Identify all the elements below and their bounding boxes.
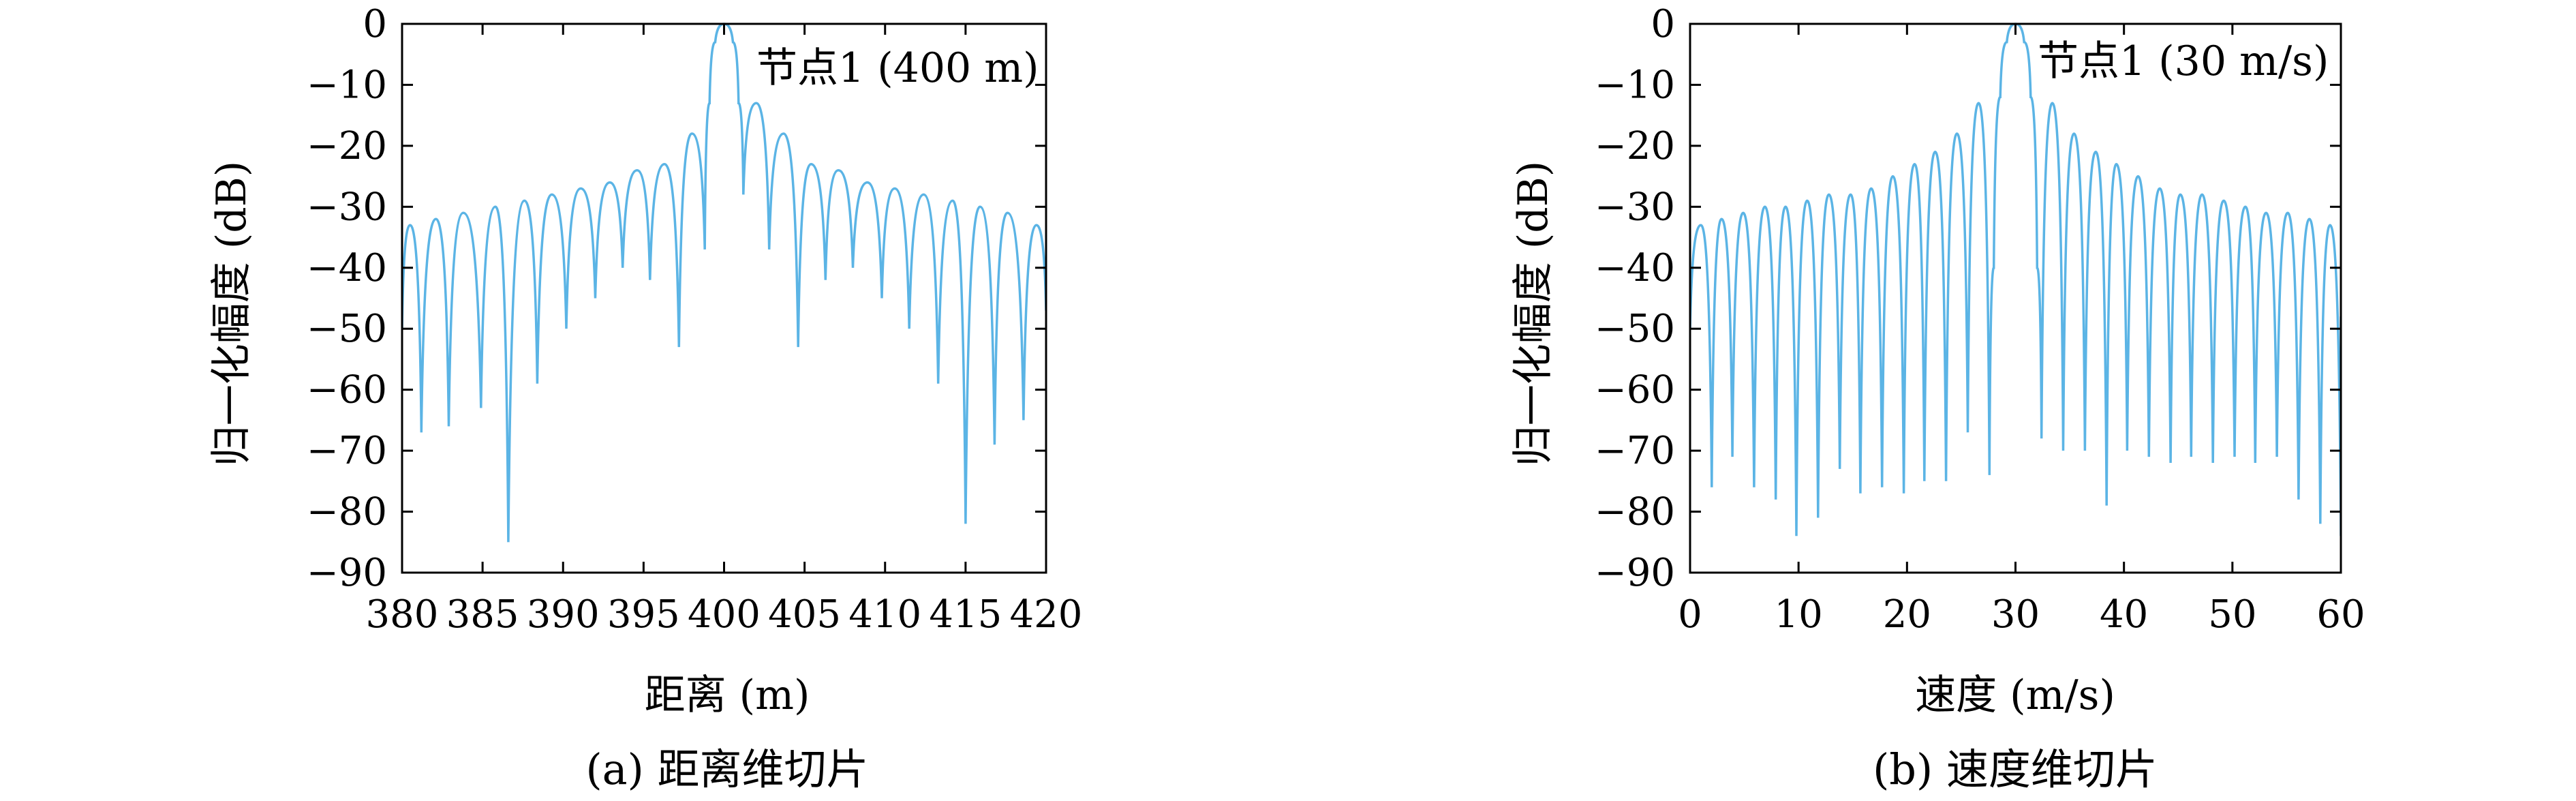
y-tick-label: 0 (363, 2, 387, 46)
x-tick-label: 60 (2316, 592, 2365, 637)
x-tick-label: 410 (848, 592, 921, 637)
y-tick-label: −70 (307, 429, 387, 473)
x-tick-label: 20 (1883, 592, 1931, 637)
series-line (1690, 22, 2341, 536)
y-tick-label: −10 (307, 63, 387, 107)
x-axis-label: 距离 (m) (645, 671, 810, 719)
y-tick-label: −20 (1595, 124, 1675, 168)
y-tick-label: −90 (307, 551, 387, 595)
y-tick-label: −70 (1595, 429, 1675, 473)
series-line (402, 22, 1046, 543)
x-tick-label: 420 (1010, 592, 1083, 637)
x-tick-label: 390 (527, 592, 600, 637)
x-tick-label: 10 (1775, 592, 1823, 637)
x-tick-label: 40 (2100, 592, 2148, 637)
peak-annotation: 节点1 (400 m) (756, 44, 1039, 92)
x-tick-label: 395 (607, 592, 680, 637)
y-tick-label: −80 (1595, 490, 1675, 534)
y-tick-label: −30 (1595, 185, 1675, 229)
y-tick-label: −50 (1595, 307, 1675, 351)
x-tick-label: 415 (929, 592, 1002, 637)
x-axis-label: 速度 (m/s) (1915, 671, 2115, 719)
y-tick-label: −60 (1595, 368, 1675, 412)
chart-panel-b: 归一化幅度 (dB) 速度 (m/s) (b) 速度维切片 0 10 20 30 40 5… (1509, 2, 2365, 794)
x-tick-label: 405 (768, 592, 841, 637)
y-tick-label: −60 (307, 368, 387, 412)
peak-annotation: 节点1 (30 m/s) (2038, 37, 2329, 85)
chart-caption: (b) 速度维切片 (1873, 744, 2158, 794)
x-tick-label: 380 (366, 592, 439, 637)
x-tick-label: 385 (446, 592, 519, 637)
y-axis-label: 归一化幅度 (dB) (1509, 161, 1557, 466)
chart-panel-a: 归一化幅度 (dB) 距离 (m) (a) 距离维切片 380 385 390 395… (208, 2, 1082, 794)
y-tick-label: −40 (1595, 246, 1675, 290)
y-tick-label: −80 (307, 490, 387, 534)
y-tick-label: −50 (307, 307, 387, 351)
x-tick-label: 0 (1678, 592, 1702, 637)
y-tick-label: 0 (1651, 2, 1675, 46)
chart-caption: (a) 距离维切片 (585, 744, 868, 794)
y-tick-label: −30 (307, 185, 387, 229)
x-tick-label: 30 (1991, 592, 2040, 637)
y-tick-label: −10 (1595, 63, 1675, 107)
y-axis-label: 归一化幅度 (dB) (208, 161, 256, 466)
plot-frame (401, 22, 1047, 574)
x-tick-label: 400 (688, 592, 761, 637)
x-tick-label: 50 (2208, 592, 2256, 637)
y-tick-label: −90 (1595, 551, 1675, 595)
y-tick-label: −20 (307, 124, 387, 168)
y-tick-label: −40 (307, 246, 387, 290)
plot-frame (1689, 22, 2342, 574)
